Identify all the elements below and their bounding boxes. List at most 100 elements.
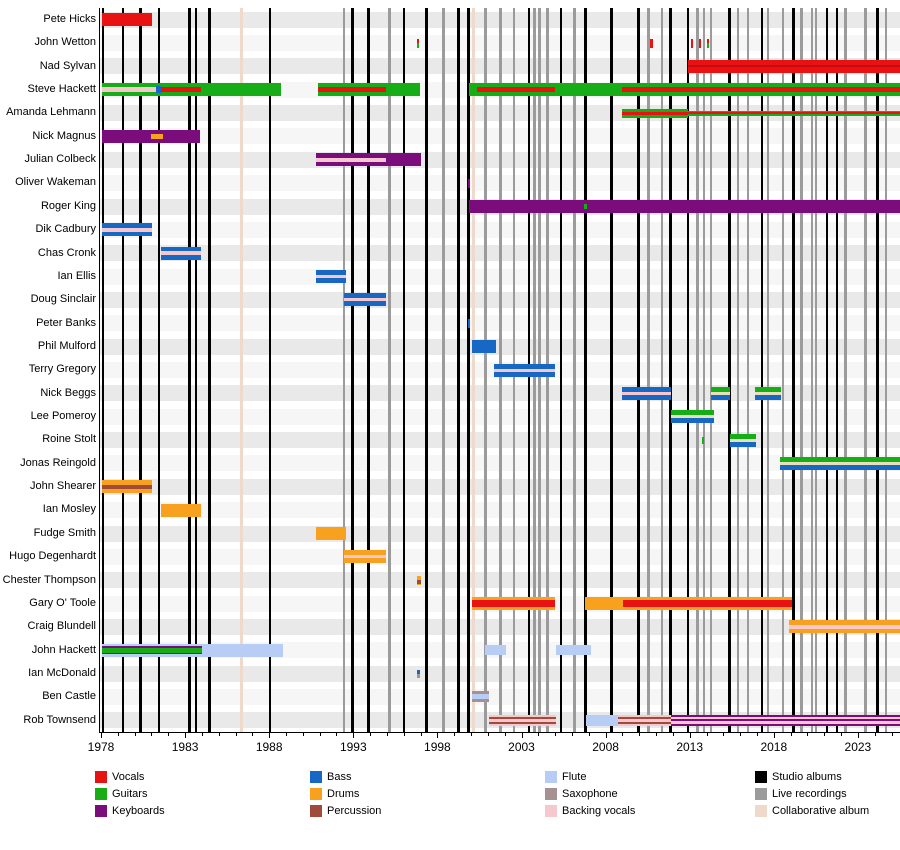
album-line-live xyxy=(884,8,888,732)
bar-backing xyxy=(493,368,556,372)
x-axis-minor-tick xyxy=(252,732,254,736)
album-line-studio xyxy=(101,8,105,732)
x-axis-major-tick xyxy=(269,732,271,738)
bar-vocals xyxy=(699,38,702,48)
legend-swatch-drums xyxy=(310,788,322,800)
album-line-studio xyxy=(268,8,272,732)
x-axis-major-tick xyxy=(857,732,859,738)
legend-label: Collaborative album xyxy=(772,805,870,817)
album-line-live xyxy=(702,8,706,732)
bar-vocals xyxy=(472,600,556,608)
bar-keyboards xyxy=(670,719,900,722)
x-axis-tick-label: 2013 xyxy=(676,740,704,754)
x-axis-minor-tick xyxy=(740,732,742,736)
bar-backing xyxy=(316,157,387,162)
album-line-studio xyxy=(637,8,640,732)
bar-guitars xyxy=(416,42,420,48)
album-line-live xyxy=(814,8,818,732)
bar-vocals xyxy=(688,112,900,115)
x-axis-minor-tick xyxy=(168,732,170,736)
member-label: John Wetton xyxy=(34,36,96,49)
x-axis-tick-label: 2023 xyxy=(844,740,872,754)
member-label: Fudge Smith xyxy=(33,526,96,539)
bar-guitars xyxy=(583,204,587,210)
bar-tan xyxy=(754,391,781,395)
album-line-live xyxy=(442,8,445,732)
bar-keyboards xyxy=(468,200,900,214)
album-line-live xyxy=(709,8,713,732)
bar-backing xyxy=(102,227,153,232)
legend-swatch-keyboards xyxy=(95,805,107,817)
x-axis-minor-tick xyxy=(370,732,372,736)
legend-label: Guitars xyxy=(112,788,148,800)
member-label: Chester Thompson xyxy=(2,573,96,586)
bar-bass xyxy=(754,394,781,400)
member-label: Nad Sylvan xyxy=(39,59,96,72)
member-labels: Pete Hicks John Wetton Nad Sylvan Steve Hac… xyxy=(0,8,96,732)
member-label: Roger King xyxy=(40,199,96,212)
legend-swatch-percussion xyxy=(310,805,322,817)
x-axis-tick-label: 1983 xyxy=(171,740,199,754)
bar-drums xyxy=(316,526,346,540)
x-axis-minor-tick xyxy=(471,732,473,736)
bar-percussion xyxy=(102,484,153,489)
x-axis-major-tick xyxy=(101,732,102,738)
member-label: Nick Magnus xyxy=(32,129,96,142)
album-line-live xyxy=(746,8,750,732)
member-label: Hugo Degenhardt xyxy=(9,550,96,563)
album-line-studio xyxy=(139,8,142,732)
member-label: Rob Townsend xyxy=(23,713,96,726)
x-axis-major-tick xyxy=(437,732,439,738)
bar-vocals xyxy=(621,87,900,93)
member-label: Ian Mosley xyxy=(42,503,96,516)
bar-guitars xyxy=(702,436,705,444)
bar-vocals xyxy=(318,87,387,93)
member-label: Roine Stolt xyxy=(42,433,96,446)
album-line-live xyxy=(484,8,487,732)
album-line-live xyxy=(342,8,346,732)
member-label: Gary O' Toole xyxy=(29,596,96,609)
album-line-studio xyxy=(208,8,211,732)
album-line-live xyxy=(696,8,699,732)
x-axis-tick-label: 1993 xyxy=(339,740,367,754)
album-line-studio xyxy=(425,8,428,732)
legend-label: Flute xyxy=(562,771,587,783)
x-axis-minor-tick xyxy=(723,732,725,736)
bar-backing xyxy=(621,391,671,395)
x-axis-minor-tick xyxy=(588,732,590,736)
legend-label: Keyboards xyxy=(112,805,165,817)
bar-vocals xyxy=(623,600,792,608)
member-label: Peter Banks xyxy=(36,316,96,329)
legend-label: Live recordings xyxy=(772,788,847,800)
member-label: Craig Blundell xyxy=(27,620,96,633)
bar-backing xyxy=(789,624,900,629)
album-line-studio xyxy=(559,8,563,732)
legend-label: Bass xyxy=(327,771,352,783)
bar-flute xyxy=(556,645,592,656)
member-label: Doug Sinclair xyxy=(30,293,96,306)
member-label: Oliver Wakeman xyxy=(15,176,96,189)
member-label: John Hackett xyxy=(31,643,96,656)
x-axis-tick-label: 2008 xyxy=(592,740,619,754)
album-line-studio xyxy=(402,8,406,732)
x-axis: 1978 1983 1988 1993 1998 2003 2008 2013 2018 2023 xyxy=(88,732,900,762)
x-axis-minor-tick xyxy=(420,732,422,736)
bar-backing xyxy=(316,275,346,279)
legend-swatch-guitars xyxy=(95,788,107,800)
bar-flute xyxy=(472,694,489,700)
bar-tan xyxy=(779,461,900,465)
album-line-studio xyxy=(835,8,839,732)
bar-vocals xyxy=(650,38,653,48)
album-line-studio xyxy=(876,8,879,732)
bar-vocals xyxy=(621,111,689,115)
x-axis-minor-tick xyxy=(504,732,506,736)
bar-guitars xyxy=(779,456,900,462)
bar-vocals xyxy=(416,38,420,44)
member-label: Amanda Lehmann xyxy=(6,106,96,119)
legend-swatch-bass xyxy=(310,771,322,783)
album-line-live xyxy=(844,8,847,732)
x-axis-minor-tick xyxy=(656,732,658,736)
x-axis-minor-tick xyxy=(672,732,674,736)
x-axis-minor-tick xyxy=(790,732,792,736)
